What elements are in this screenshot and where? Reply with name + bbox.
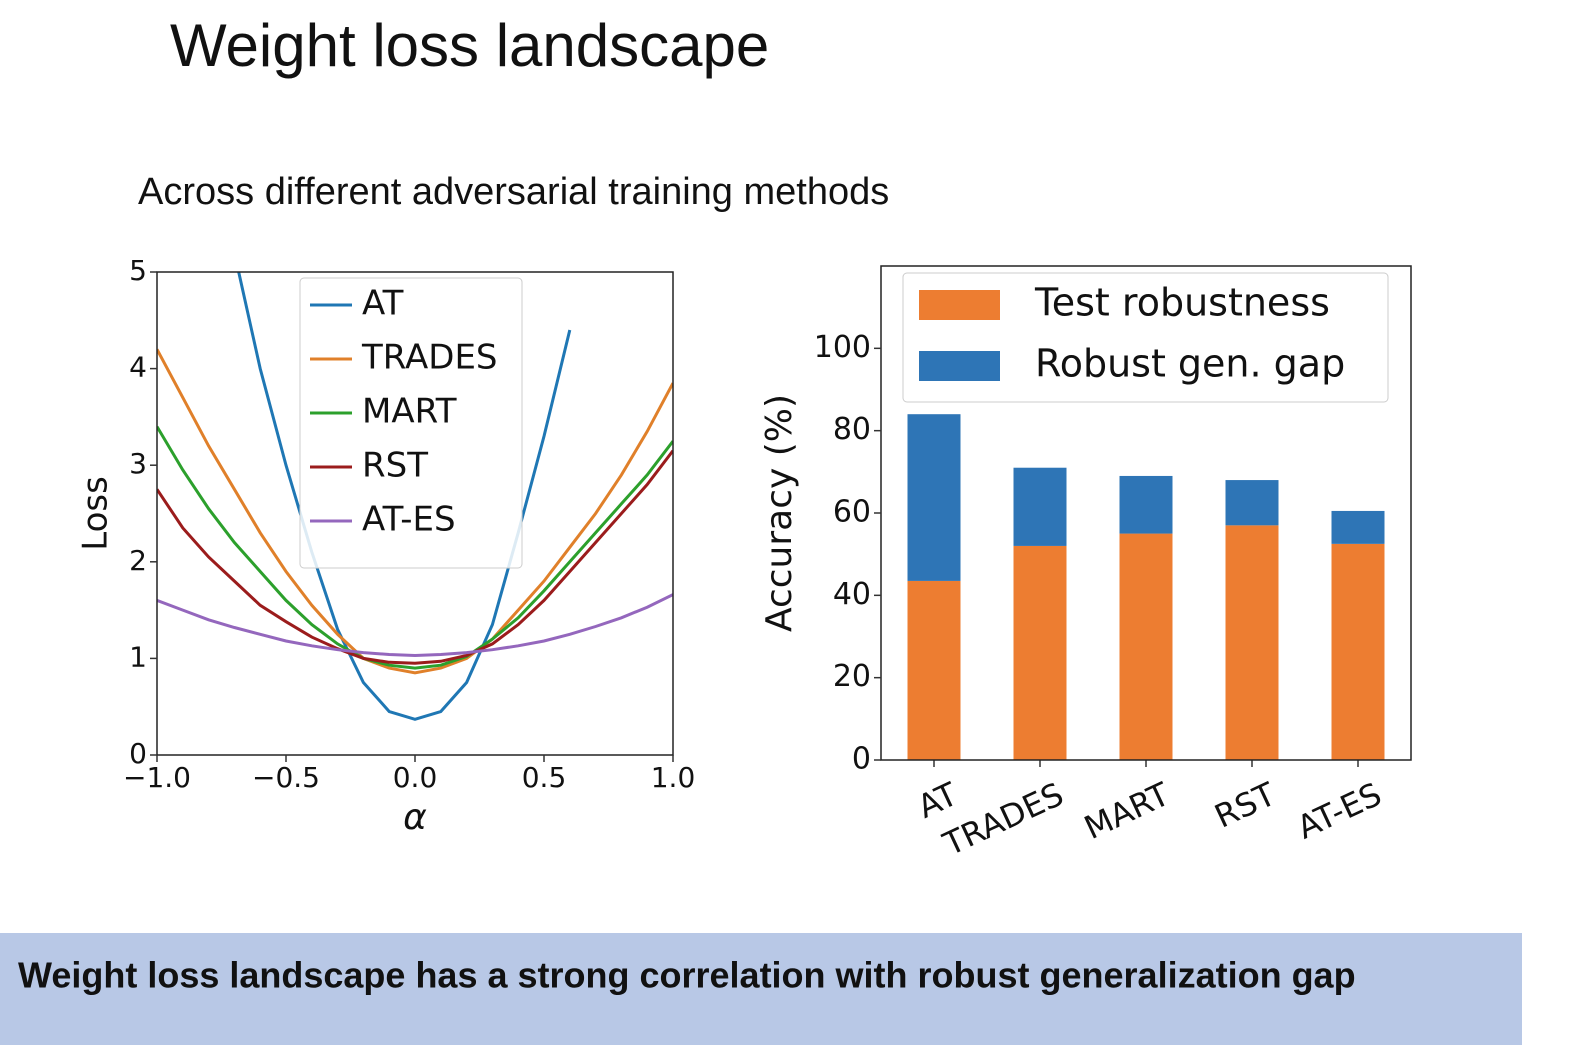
loss-curve <box>157 449 673 665</box>
legend-label: MART <box>362 392 457 432</box>
slide-subtitle: Across different adversarial training me… <box>138 171 889 213</box>
bar-segment <box>1119 475 1173 534</box>
y-tick-label: 60 <box>833 495 871 530</box>
x-tick-label: −1.0 <box>123 761 191 794</box>
bar-segment <box>1331 510 1385 544</box>
y-tick-label: 80 <box>833 412 871 447</box>
x-tick-label: MART <box>1079 775 1176 847</box>
footer-banner <box>0 933 1522 1045</box>
footer-text: Weight loss landscape has a strong corre… <box>18 955 1356 996</box>
legend-label: RST <box>362 446 428 486</box>
y-tick-label: 20 <box>833 659 871 694</box>
y-tick-label: 4 <box>129 351 147 384</box>
loss-curve <box>157 425 673 670</box>
legend-box <box>299 277 523 569</box>
bar-segment <box>1225 480 1279 526</box>
y-tick-label: 0 <box>129 737 147 770</box>
loss-curve <box>157 348 673 675</box>
bar-segment <box>907 414 961 581</box>
bar-segment <box>1331 543 1385 760</box>
y-tick-label: 0 <box>852 742 871 777</box>
legend-label: AT-ES <box>362 500 456 540</box>
bar-segment <box>1013 467 1067 546</box>
legend-label: TRADES <box>361 338 498 378</box>
x-tick-label: 0.5 <box>522 761 567 794</box>
bar-segment <box>907 580 961 760</box>
x-tick-label: 0.0 <box>393 761 438 794</box>
y-tick-label: 100 <box>814 330 871 365</box>
slide-title: Weight loss landscape <box>170 12 769 79</box>
y-tick-label: 1 <box>129 640 147 673</box>
legend-label: Test robustness <box>1034 281 1330 325</box>
x-tick-label: RST <box>1209 775 1282 836</box>
bar-segment <box>1013 545 1067 760</box>
y-tick-label: 3 <box>129 447 147 480</box>
y-tick-label: 40 <box>833 577 871 612</box>
y-axis-label: Loss <box>76 476 116 551</box>
y-tick-label: 2 <box>129 544 147 577</box>
x-tick-label: TRADES <box>937 775 1070 864</box>
bar-segment <box>1225 525 1279 760</box>
legend-box <box>902 272 1389 403</box>
loss-curve <box>157 593 673 658</box>
bar-segment <box>1119 533 1173 760</box>
x-axis-label: α <box>403 797 427 838</box>
x-tick-label: AT <box>912 775 964 826</box>
legend-swatch <box>919 290 1000 320</box>
y-axis-label: Accuracy (%) <box>759 394 800 632</box>
x-tick-label: AT-ES <box>1291 775 1387 847</box>
x-tick-label: −0.5 <box>252 761 320 794</box>
x-tick-label: 1.0 <box>651 761 696 794</box>
legend-label: Robust gen. gap <box>1035 342 1345 386</box>
legend-label: AT <box>362 284 404 324</box>
y-tick-label: 5 <box>129 254 147 287</box>
legend-swatch <box>919 351 1000 381</box>
